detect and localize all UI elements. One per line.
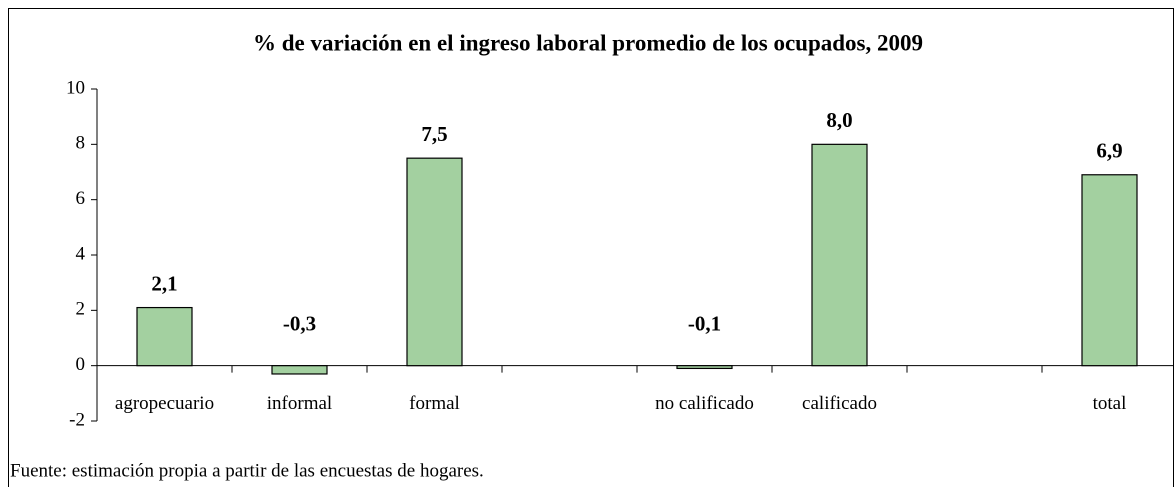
- value-label: -0,1: [688, 311, 721, 335]
- value-label: 2,1: [151, 271, 177, 295]
- value-label: 7,5: [421, 122, 447, 146]
- source-note: Fuente: estimación propia a partir de la…: [10, 460, 484, 481]
- chart-title: % de variación en el ingreso laboral pro…: [253, 30, 923, 55]
- bar: [676, 365, 733, 370]
- value-label: -0,3: [283, 311, 316, 335]
- value-label: 8,0: [826, 108, 852, 132]
- bar: [271, 365, 328, 375]
- x-tick-label: formal: [409, 393, 460, 414]
- value-label: 6,9: [1096, 139, 1122, 163]
- bar: [811, 143, 868, 367]
- x-tick-label: total: [1093, 393, 1127, 414]
- bar: [136, 306, 193, 367]
- y-tick-label: 6: [76, 188, 86, 209]
- y-tick-label: 2: [76, 299, 86, 320]
- x-tick-label: calificado: [802, 393, 877, 414]
- y-tick-label: 10: [66, 77, 85, 98]
- x-tick-label: agropecuario: [115, 393, 214, 414]
- x-tick-label: informal: [267, 393, 332, 414]
- x-tick-label: no calificado: [655, 393, 754, 414]
- bar: [1081, 174, 1138, 367]
- bar: [406, 157, 463, 367]
- y-tick-label: 4: [76, 243, 86, 264]
- chart-frame: [8, 8, 1174, 487]
- y-tick-label: 8: [76, 133, 86, 154]
- y-tick-label: -2: [69, 409, 85, 430]
- y-tick-label: 0: [76, 354, 86, 375]
